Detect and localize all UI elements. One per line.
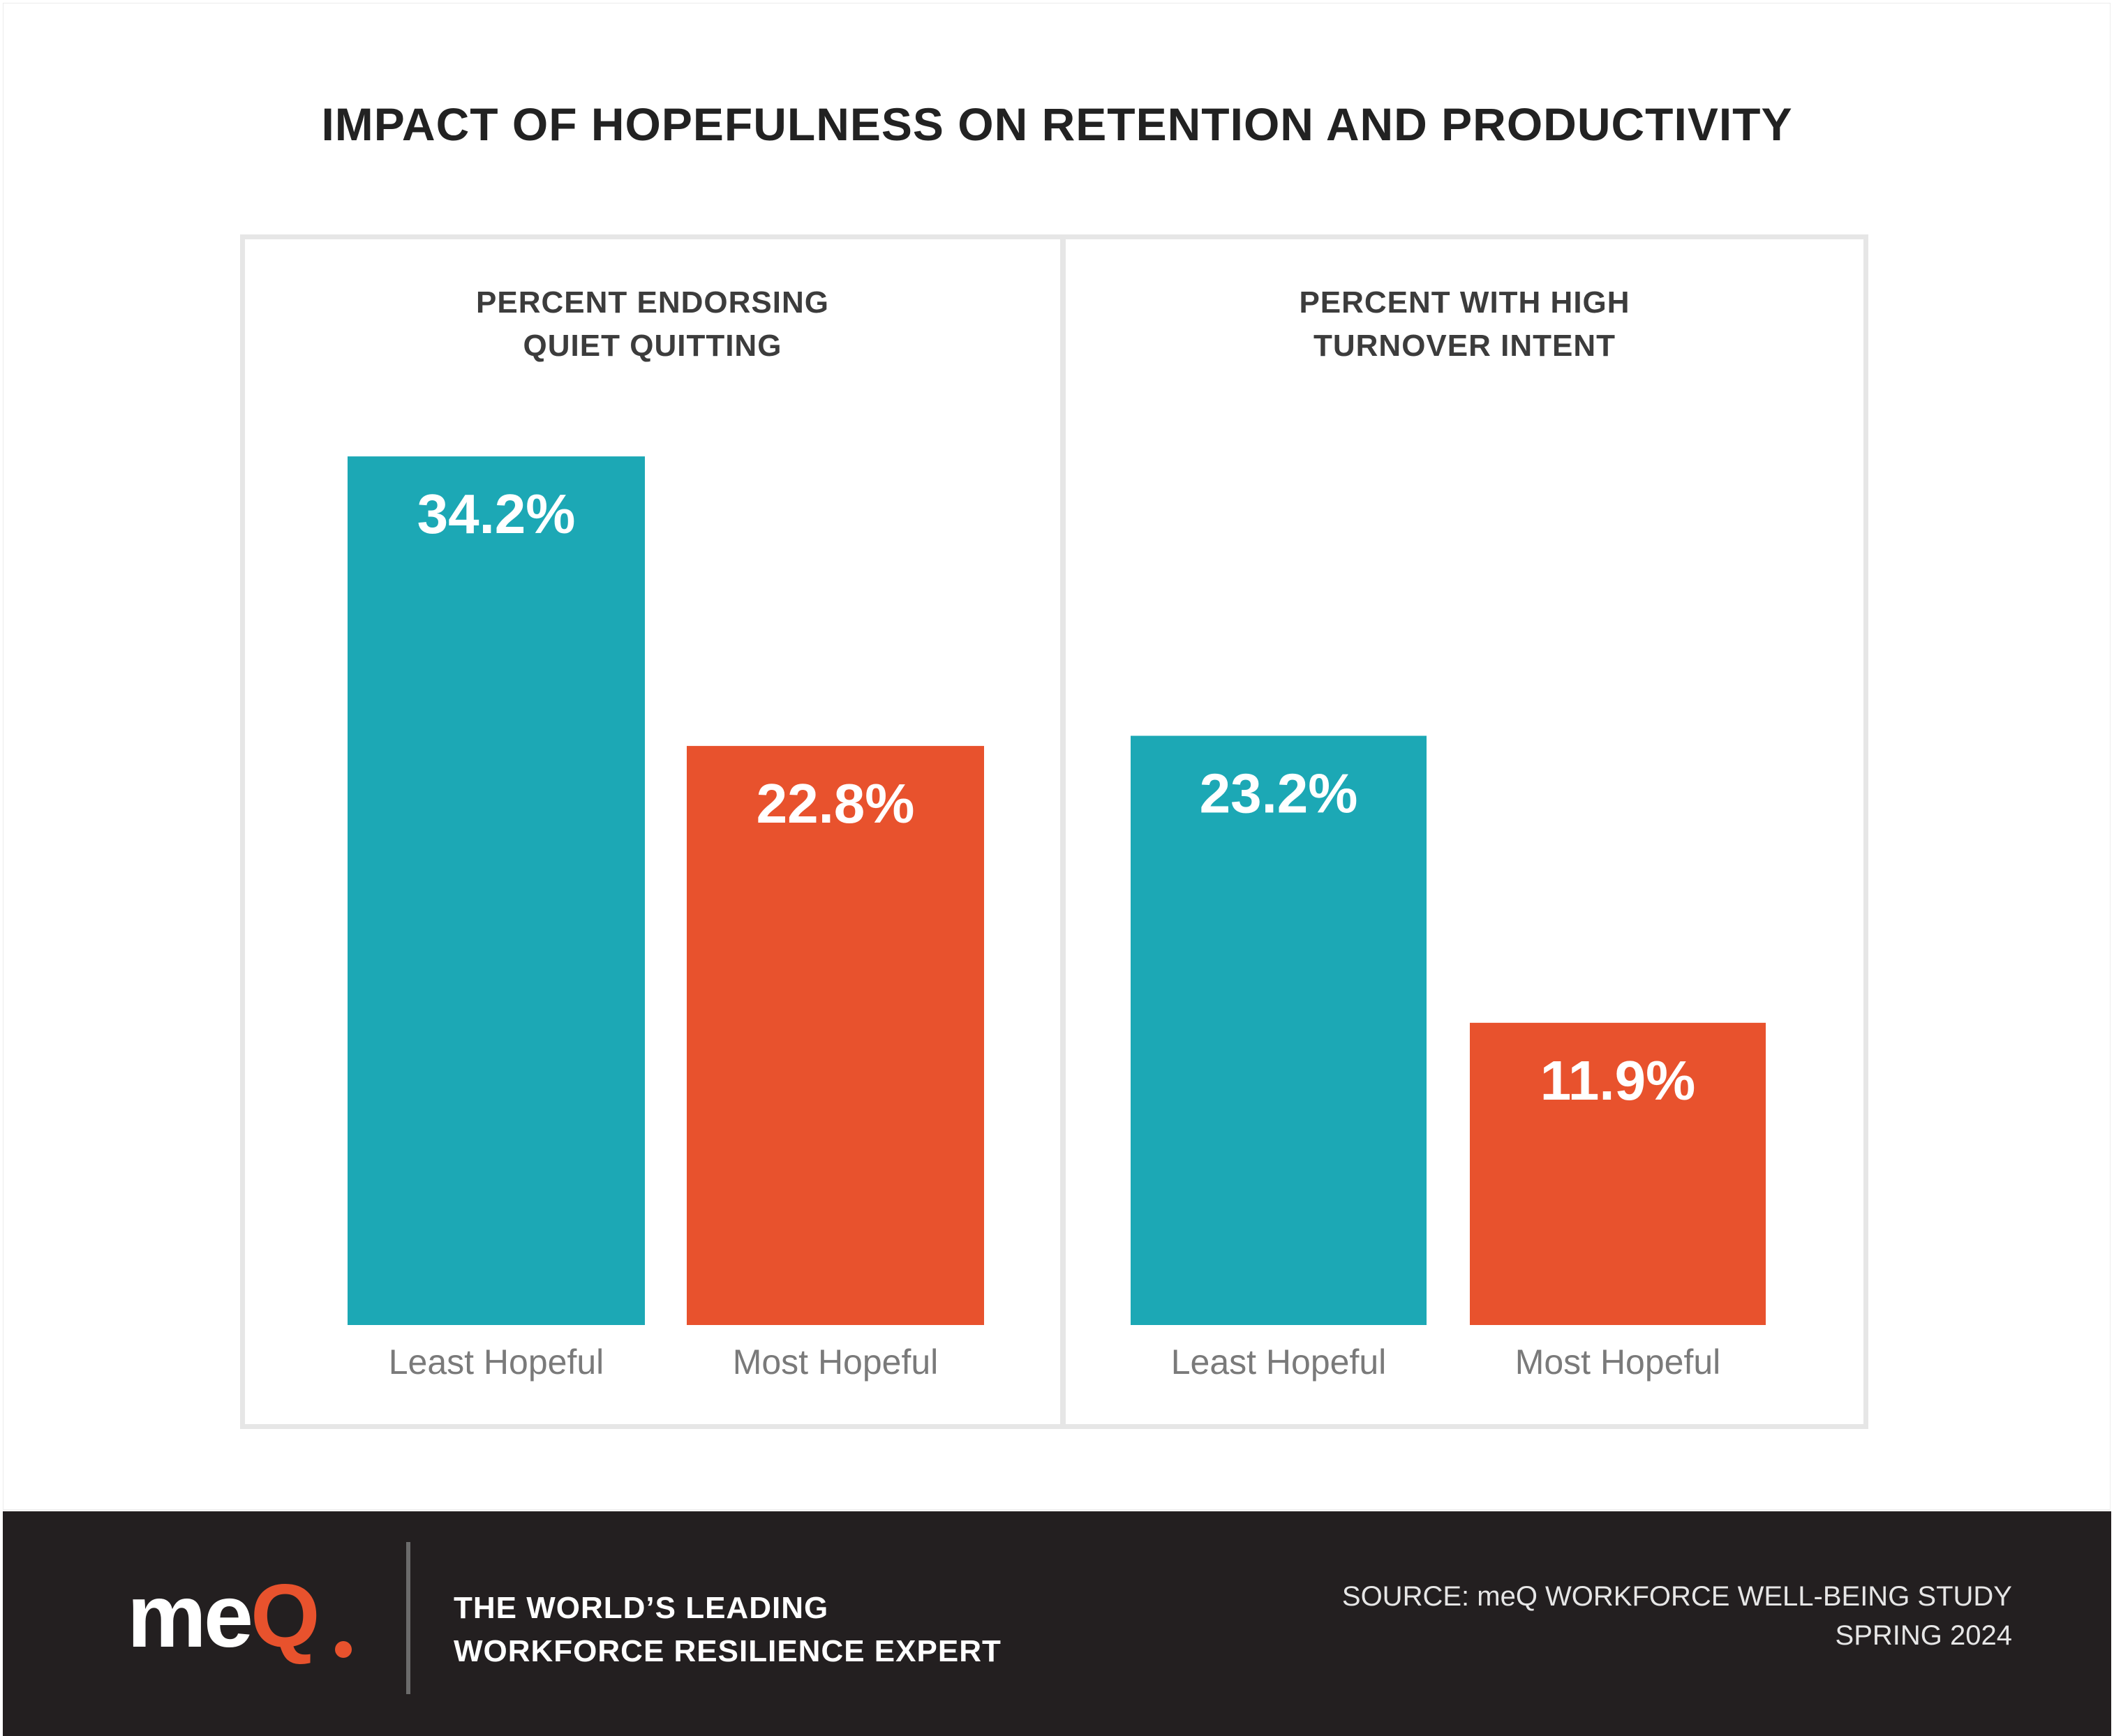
category-label-least-hopeful: Least Hopeful bbox=[389, 1342, 604, 1382]
bar-most-hopeful bbox=[1470, 1022, 1766, 1325]
bar-chart-turnover-intent: 23.2% Least Hopeful 11.9% Most Hopeful bbox=[1131, 735, 1766, 1382]
data-label-most-hopeful: 11.9% bbox=[1540, 1049, 1695, 1112]
bar-most-hopeful bbox=[687, 746, 984, 1325]
bar-chart-quiet-quitting: 34.2% Least Hopeful 22.8% Most Hopeful bbox=[348, 456, 984, 1382]
category-label-most-hopeful: Most Hopeful bbox=[733, 1342, 939, 1382]
bar-least-hopeful bbox=[1131, 735, 1427, 1325]
chart-main-title: IMPACT OF HOPEFULNESS ON RETENTION AND P… bbox=[321, 98, 1793, 150]
logo-wordmark: meQ bbox=[127, 1571, 320, 1662]
data-label-least-hopeful: 23.2% bbox=[1200, 763, 1358, 825]
logo-me: me bbox=[127, 1566, 253, 1666]
logo-q: Q bbox=[251, 1566, 320, 1666]
meq-logo: meQ bbox=[127, 1571, 364, 1662]
panel-title-quiet-quitting: PERCENT ENDORSING QUIET QUITTING bbox=[476, 285, 829, 363]
footer-tagline: THE WORLD’S LEADING WORKFORCE RESILIENCE… bbox=[454, 1591, 1002, 1668]
category-label-least-hopeful: Least Hopeful bbox=[1171, 1342, 1387, 1382]
panel-title-turnover-intent: PERCENT WITH HIGH TURNOVER INTENT bbox=[1299, 285, 1630, 363]
data-label-least-hopeful: 34.2% bbox=[417, 483, 576, 545]
chart-panel-quiet-quitting: PERCENT ENDORSING QUIET QUITTING 34.2% Le… bbox=[240, 234, 1065, 1429]
footer-divider bbox=[406, 1542, 410, 1694]
logo-dot bbox=[335, 1641, 352, 1658]
footer-bar: meQ THE WORLD’S LEADING WORKFORCE RESILI… bbox=[3, 1511, 2111, 1736]
category-label-most-hopeful: Most Hopeful bbox=[1515, 1342, 1721, 1382]
bar-least-hopeful bbox=[348, 456, 645, 1325]
data-label-most-hopeful: 22.8% bbox=[757, 772, 915, 835]
chart-panel-turnover-intent: PERCENT WITH HIGH TURNOVER INTENT 23.2% L… bbox=[1061, 234, 1868, 1429]
source-note: SOURCE: meQ WORKFORCE WELL-BEING STUDY S… bbox=[1341, 1581, 2012, 1651]
